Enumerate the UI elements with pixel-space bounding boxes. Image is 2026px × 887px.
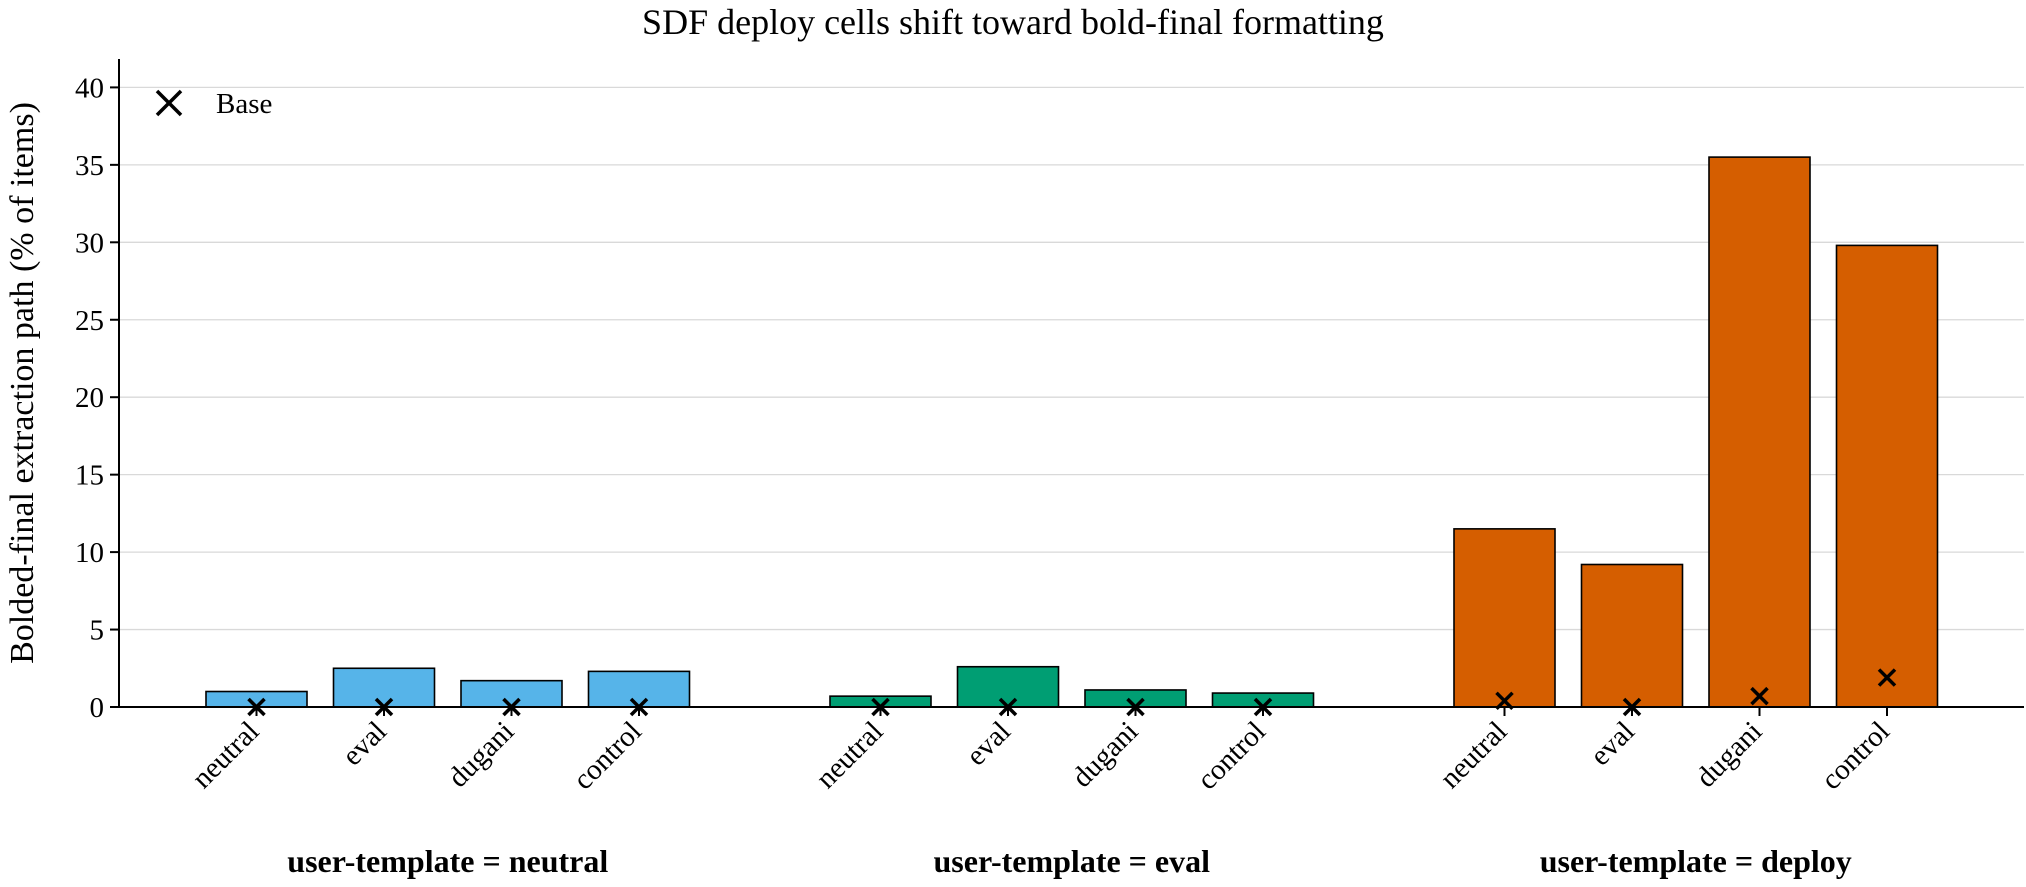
- bar-2-eval: [956, 665, 1060, 708]
- group-label-3: user-template = deploy: [1540, 843, 1852, 879]
- y-tick-label: 30: [75, 227, 104, 259]
- x-tick-label-neutral: neutral: [810, 715, 890, 795]
- legend: Base: [155, 88, 272, 120]
- x-ticks: neutral eval dugani control neutral eval dugan…: [186, 707, 1896, 796]
- base-marker: [1877, 668, 1897, 687]
- legend-label-base: Base: [216, 88, 272, 120]
- group-label-1: user-template = neutral: [287, 843, 608, 879]
- group-labels: user-template = neutral user-template = e…: [287, 843, 1852, 879]
- y-ticks: 0 5 10 15 20 25 30 35 40: [75, 72, 119, 724]
- bar-3-neutral: [1453, 528, 1556, 708]
- y-tick-label: 25: [75, 305, 104, 337]
- y-tick-label: 10: [75, 537, 104, 569]
- bar-3-dugani: [1708, 156, 1811, 708]
- x-tick-label-dugani: dugani: [1690, 715, 1768, 793]
- chart-title: SDF deploy cells shift toward bold-final…: [642, 2, 1384, 42]
- base-marker: [1750, 686, 1769, 706]
- y-tick-label: 35: [75, 150, 104, 182]
- y-tick-label: 15: [75, 460, 104, 492]
- x-tick-label-dugani: dugani: [1066, 715, 1144, 793]
- x-tick-label-control: control: [1815, 715, 1896, 796]
- x-tick-label-neutral: neutral: [186, 715, 266, 795]
- bars: [205, 156, 1939, 708]
- y-tick-label: 5: [90, 615, 105, 647]
- bar-3-eval: [1580, 563, 1684, 708]
- x-tick-label-neutral: neutral: [1434, 715, 1514, 795]
- y-tick-label: 40: [75, 72, 104, 104]
- x-tick-label-eval: eval: [1584, 715, 1641, 772]
- x-tick-label-dugani: dugani: [442, 715, 520, 793]
- x-tick-label-eval: eval: [336, 715, 393, 772]
- x-tick-label-control: control: [567, 715, 648, 796]
- gridlines: [119, 86, 2024, 631]
- bar-3-control: [1835, 244, 1939, 708]
- x-tick-label-control: control: [1191, 715, 1272, 796]
- bar-1-eval: [332, 667, 436, 708]
- bar-2-dugani: [1084, 689, 1187, 708]
- x-tick-label-eval: eval: [960, 715, 1017, 772]
- group-label-2: user-template = eval: [933, 843, 1210, 879]
- bar-1-dugani: [460, 679, 563, 708]
- y-axis-label: Bolded-final extraction path (% of items…: [4, 102, 41, 664]
- y-tick-label: 0: [90, 692, 105, 724]
- bar-1-control: [587, 670, 691, 708]
- legend-x-marker: [155, 89, 183, 117]
- y-tick-label: 20: [75, 382, 104, 414]
